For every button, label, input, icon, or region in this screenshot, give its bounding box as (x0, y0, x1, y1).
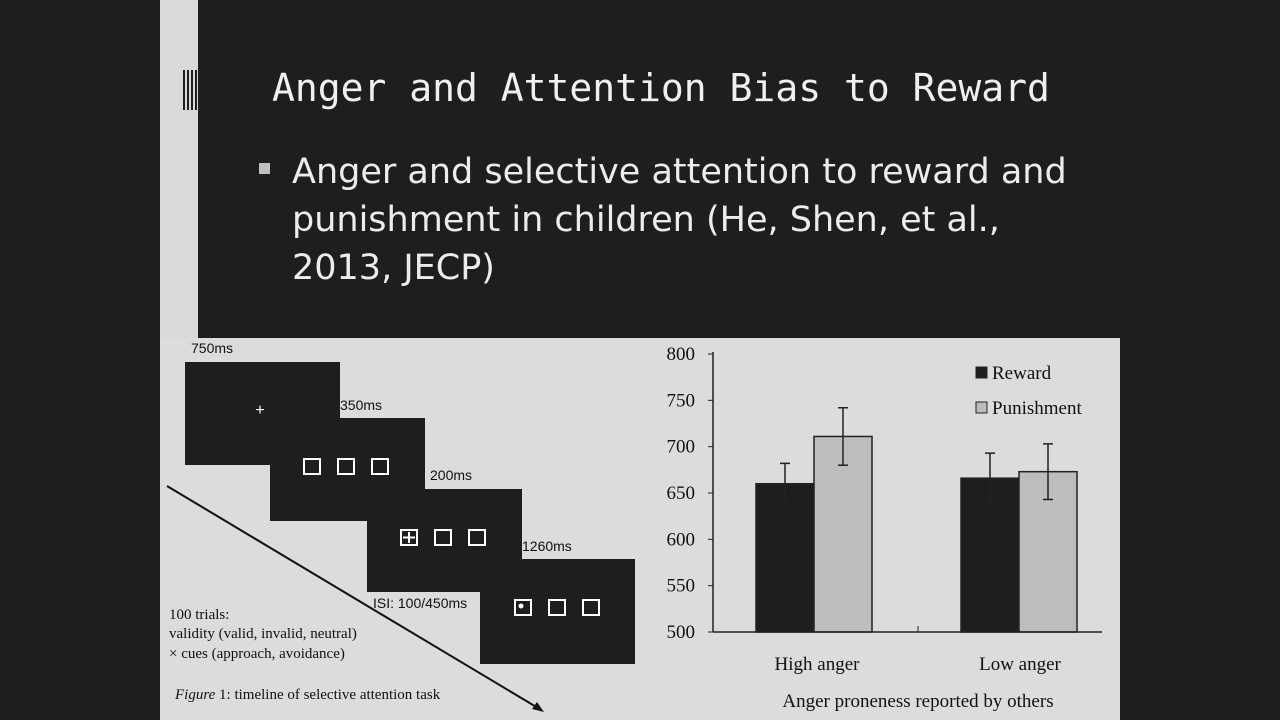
bullet-text: Anger and selective attention to reward … (292, 152, 1067, 288)
time-arrow-line (166, 485, 539, 709)
figure-panel: + 750ms 350ms 200ms 1260ms ISI: 100/450m… (160, 338, 1120, 720)
legend: Reward Punishment (975, 363, 1082, 419)
y-tick-label: 750 (667, 390, 696, 411)
time-arrow-head (532, 702, 544, 712)
box-left (303, 458, 321, 475)
x-category-high-anger: High anger (775, 654, 861, 675)
x-category-low-anger: Low anger (979, 654, 1061, 675)
y-tick-label: 650 (667, 483, 696, 504)
duration-label-1: 750ms (191, 340, 233, 356)
bar-chart: 800 750 700 650 600 550 500 High anger Low ang… (667, 344, 1102, 712)
caption-figure-word: Figure (174, 687, 216, 703)
fixation-cross: + (255, 402, 264, 419)
info-line-3: × cues (approach, avoidance) (169, 646, 345, 662)
bar-reward-high-anger (755, 482, 815, 633)
box-right (371, 458, 389, 475)
target-dot (518, 603, 524, 609)
screen-target (480, 559, 635, 664)
y-tick-label: 550 (667, 576, 696, 597)
legend-swatch-punishment (975, 401, 988, 414)
y-tick-label: 800 (667, 344, 696, 365)
bullet-marker (259, 163, 270, 174)
caption-text: 1: timeline of selective attention task (215, 687, 440, 703)
y-axis-ticks: 800 750 700 650 600 550 500 (667, 344, 713, 643)
duration-label-2: 350ms (340, 397, 382, 413)
figure-caption: Figure 1: timeline of selective attentio… (174, 687, 441, 703)
info-line-2: validity (valid, invalid, neutral) (169, 626, 357, 642)
info-line-1: 100 trials: (169, 607, 229, 623)
legend-swatch-reward (975, 366, 988, 379)
duration-label-4: 1260ms (522, 538, 572, 554)
y-tick-label: 700 (667, 437, 696, 458)
legend-label-punishment: Punishment (992, 398, 1082, 419)
slide-barcode-decoration (183, 70, 197, 110)
duration-label-3: 200ms (430, 467, 472, 483)
legend-label-reward: Reward (992, 363, 1052, 384)
target-box (514, 599, 532, 616)
cue-box (400, 529, 418, 546)
bar-group (755, 406, 1078, 633)
slide-side-strip (160, 0, 198, 340)
x-axis-title: Anger proneness reported by others (782, 691, 1053, 712)
isi-label: ISI: 100/450ms (373, 595, 467, 611)
timeline-diagram: + 750ms 350ms 200ms 1260ms ISI: 100/450m… (166, 340, 635, 712)
slide-title: Anger and Attention Bias to Reward (272, 66, 1050, 110)
y-tick-label: 500 (667, 622, 696, 643)
box-middle (337, 458, 355, 475)
y-tick-label: 600 (667, 529, 696, 550)
figure-svg: + 750ms 350ms 200ms 1260ms ISI: 100/450m… (166, 340, 1102, 712)
